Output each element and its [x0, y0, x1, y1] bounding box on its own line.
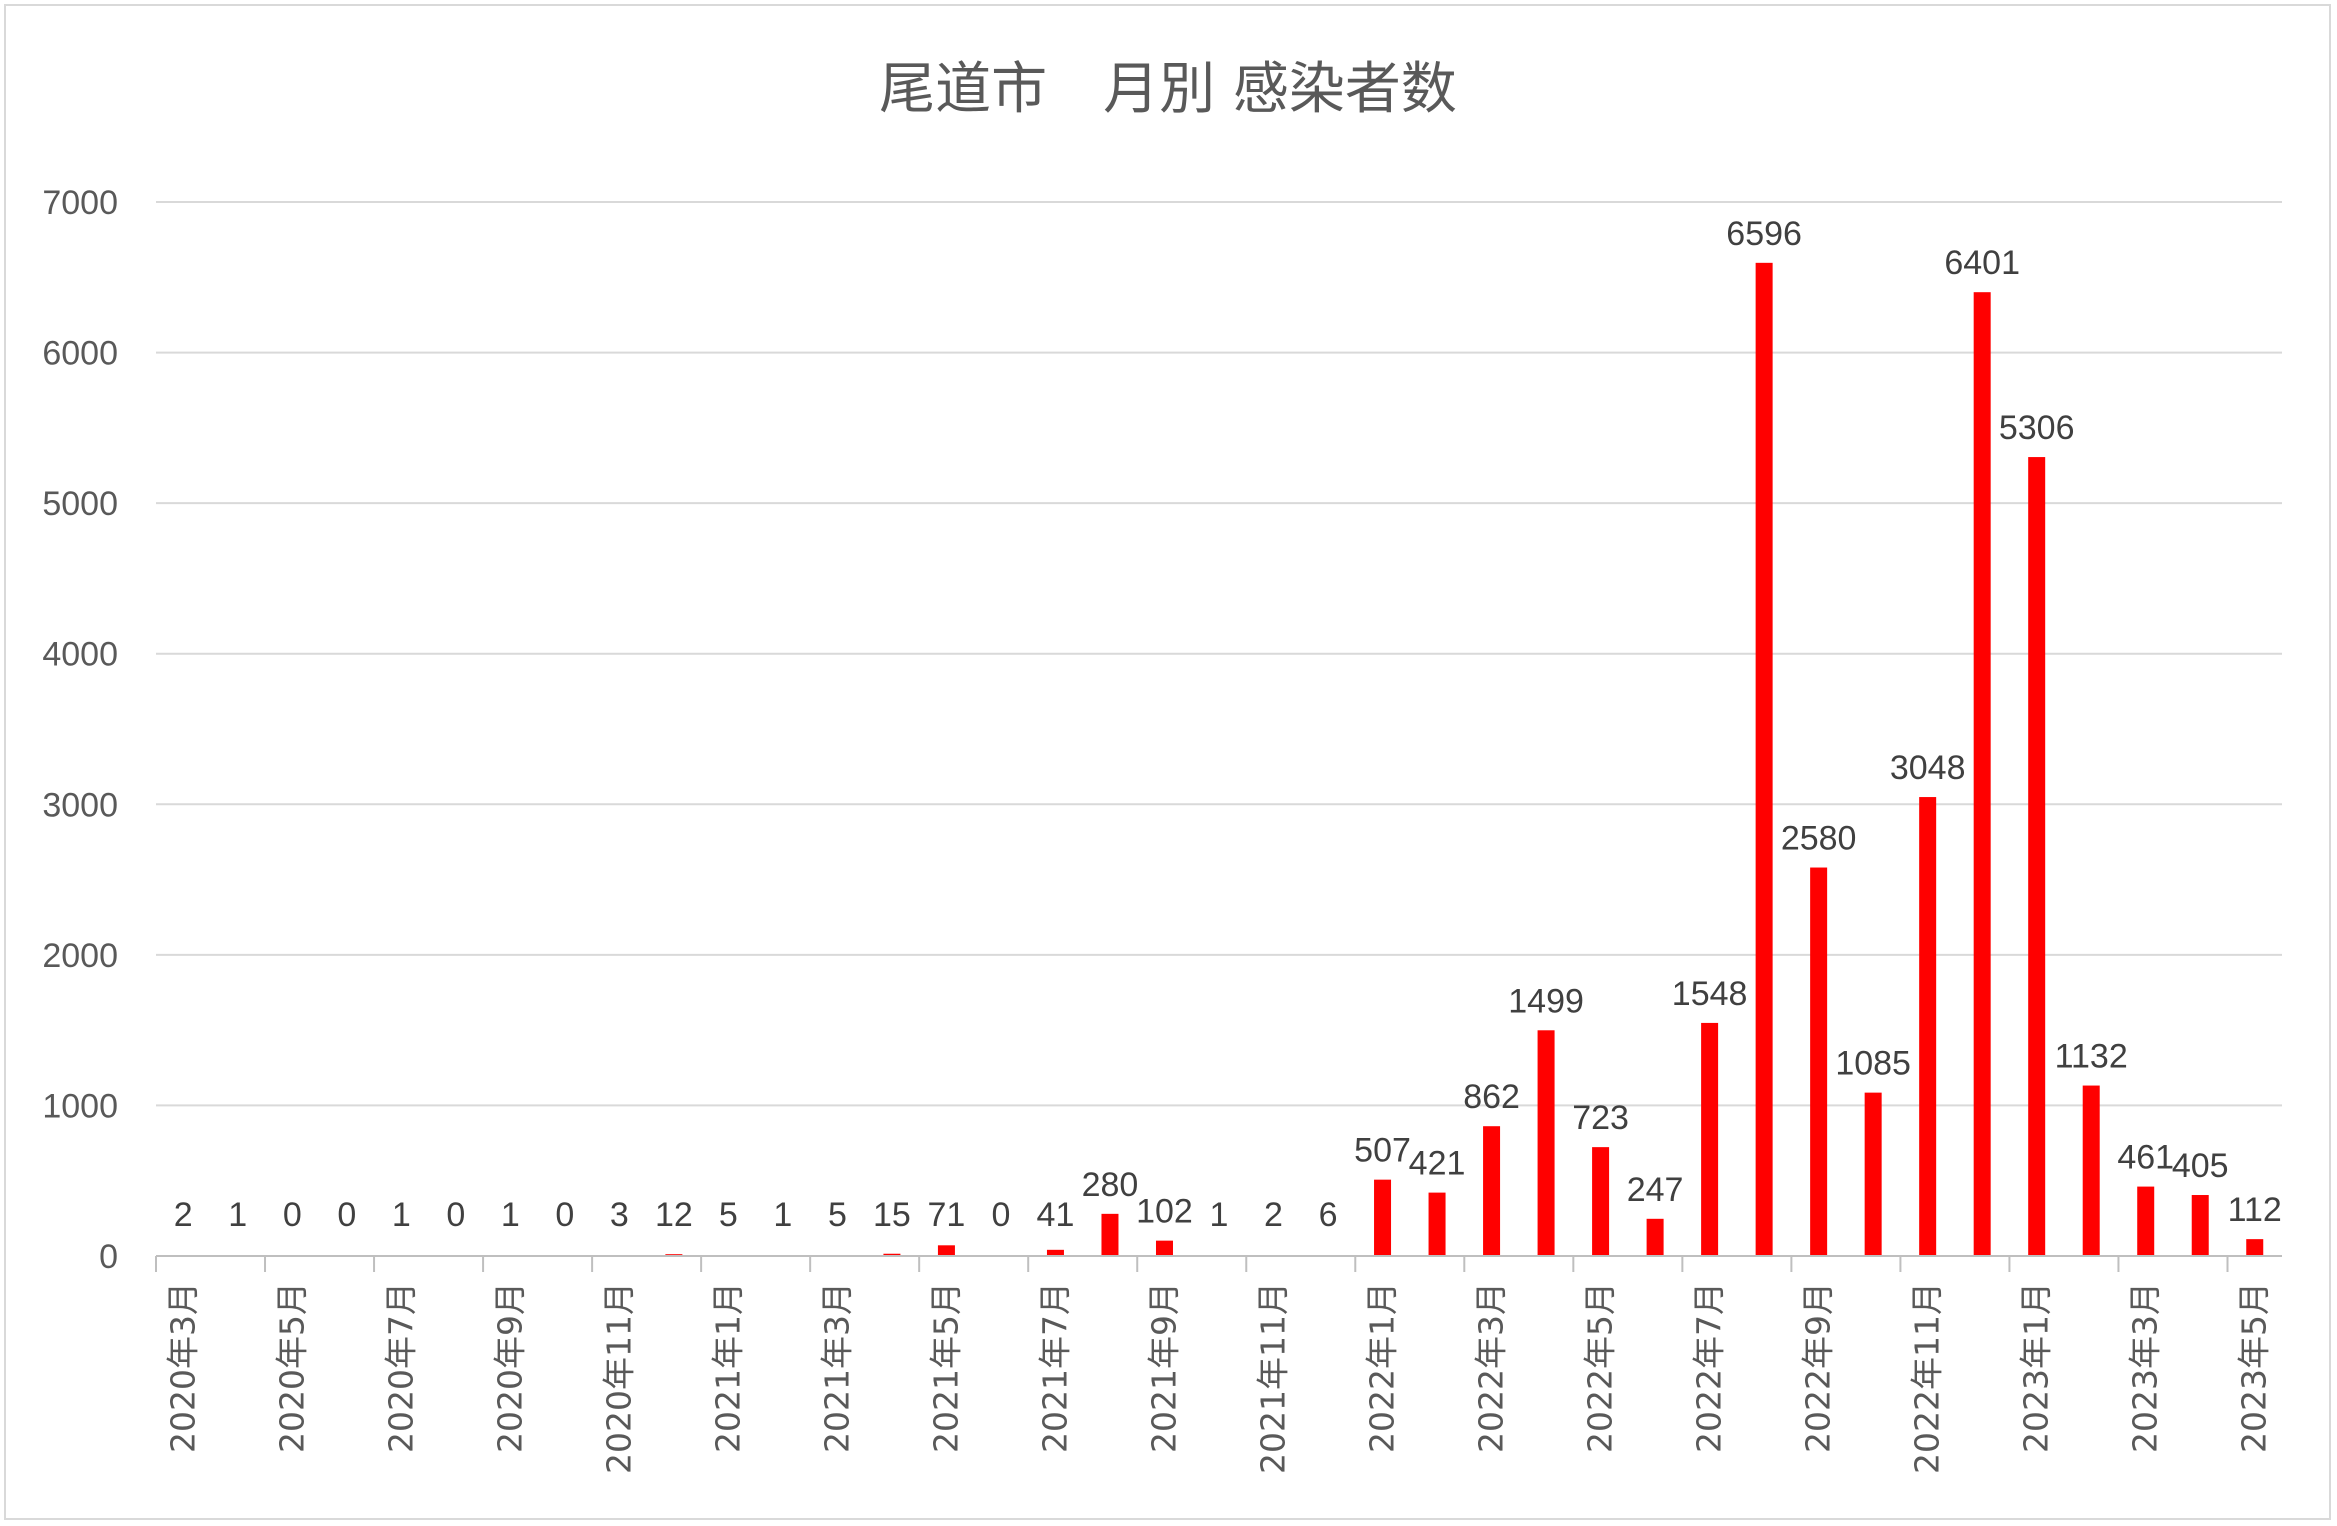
data-label: 112 [2228, 1191, 2282, 1229]
x-tick-label: 2021年5月 [926, 1282, 965, 1453]
data-label: 0 [555, 1196, 574, 1234]
data-label: 2 [1264, 1196, 1283, 1234]
bar [1646, 1218, 1664, 1256]
data-label: 1132 [2055, 1038, 2128, 1076]
bar [1046, 1249, 1064, 1256]
x-tick-label: 2021年3月 [817, 1282, 856, 1453]
data-label: 2 [174, 1196, 193, 1234]
y-tick-label: 0 [99, 1238, 118, 1276]
data-label: 0 [337, 1196, 356, 1234]
data-label: 6 [1319, 1196, 1338, 1234]
bar [1483, 1126, 1501, 1256]
data-label: 71 [928, 1196, 966, 1234]
x-tick-label: 2023年1月 [2017, 1282, 2056, 1453]
data-label: 1548 [1672, 975, 1748, 1013]
bar [1101, 1213, 1119, 1256]
bar [1973, 292, 1991, 1257]
y-tick-label: 2000 [42, 937, 118, 975]
y-tick-label: 3000 [42, 786, 118, 824]
data-label: 2580 [1781, 820, 1857, 858]
y-tick-label: 6000 [42, 335, 118, 373]
data-label: 723 [1572, 1099, 1629, 1137]
data-label: 507 [1354, 1132, 1411, 1170]
data-label: 15 [873, 1196, 911, 1234]
x-tick-label: 2021年9月 [1144, 1282, 1183, 1453]
data-label: 1 [228, 1196, 247, 1234]
x-tick-label: 2022年7月 [1690, 1282, 1729, 1453]
x-tick-label: 2020年5月 [272, 1282, 311, 1453]
bar [2137, 1186, 2155, 1256]
x-tick-label: 2021年7月 [1035, 1282, 1074, 1453]
bar [883, 1253, 901, 1256]
x-tick-label: 2022年1月 [1363, 1282, 1402, 1453]
data-label: 862 [1463, 1078, 1520, 1116]
data-label: 6596 [1726, 215, 1802, 253]
data-label: 1 [392, 1196, 411, 1234]
bars [174, 262, 2264, 1257]
y-tick-label: 4000 [42, 636, 118, 674]
bar [2246, 1239, 2264, 1256]
bar [2028, 457, 2046, 1256]
x-tick-label: 2022年3月 [1472, 1282, 1511, 1453]
data-label: 0 [991, 1196, 1010, 1234]
y-tick-label: 5000 [42, 485, 118, 523]
data-label: 12 [655, 1196, 693, 1234]
x-tick-label: 2022年5月 [1581, 1282, 1620, 1453]
data-label: 41 [1037, 1196, 1075, 1234]
x-tick-label: 2023年3月 [2126, 1282, 2165, 1453]
data-label: 405 [2172, 1147, 2229, 1185]
data-label: 102 [1136, 1193, 1193, 1231]
bar [1919, 797, 1937, 1256]
bar [1155, 1240, 1173, 1256]
bar [937, 1245, 955, 1256]
bar [2082, 1085, 2100, 1256]
x-tick-label: 2020年3月 [163, 1282, 202, 1453]
data-label: 1 [773, 1196, 792, 1234]
bar [1755, 262, 1773, 1256]
data-label: 3048 [1890, 749, 1966, 787]
bar [1537, 1030, 1555, 1256]
x-tick-label: 2023年5月 [2235, 1282, 2274, 1453]
gridlines [156, 201, 2282, 1107]
x-tick-label: 2020年7月 [381, 1282, 420, 1453]
data-label: 280 [1082, 1166, 1139, 1204]
data-label: 1085 [1835, 1045, 1911, 1083]
bar [1592, 1147, 1610, 1256]
bar [2191, 1195, 2209, 1256]
data-label: 1499 [1508, 982, 1584, 1020]
x-tick-label: 2020年9月 [490, 1282, 529, 1453]
data-label: 247 [1627, 1171, 1684, 1209]
y-tick-label: 1000 [42, 1087, 118, 1125]
bar [1864, 1092, 1882, 1256]
data-label: 1 [1210, 1196, 1229, 1234]
data-label: 6401 [1944, 244, 2020, 282]
x-tick-label: 2020年11月 [599, 1282, 638, 1474]
y-axis: 0 1000 2000 3000 4000 5000 6000 7000 [42, 184, 118, 1276]
x-axis: 2020年3月 2020年5月 2020年7月 2020年9月 2020年11月 2021… [155, 1255, 2282, 1474]
data-label: 1 [501, 1196, 520, 1234]
bar [1701, 1022, 1719, 1256]
chart-frame [4, 4, 2331, 1520]
data-label: 461 [2117, 1139, 2174, 1177]
y-tick-label: 7000 [42, 184, 118, 222]
bar [1428, 1192, 1446, 1256]
data-label: 421 [1409, 1145, 1466, 1183]
bar [1374, 1179, 1392, 1256]
data-label: 0 [446, 1196, 465, 1234]
data-label: 5 [719, 1196, 738, 1234]
data-label: 5 [828, 1196, 847, 1234]
x-tick-label: 2021年1月 [708, 1282, 747, 1453]
x-tick-label: 2022年11月 [1908, 1282, 1947, 1474]
bar [1810, 867, 1828, 1256]
chart-title: 尾道市 月別 感染者数 [879, 57, 1457, 122]
data-label: 0 [283, 1196, 302, 1234]
x-tick-label: 2022年9月 [1799, 1282, 1838, 1453]
data-label: 5306 [1999, 409, 2075, 447]
x-tick-label: 2021年11月 [1254, 1282, 1293, 1474]
data-label: 3 [610, 1196, 629, 1234]
